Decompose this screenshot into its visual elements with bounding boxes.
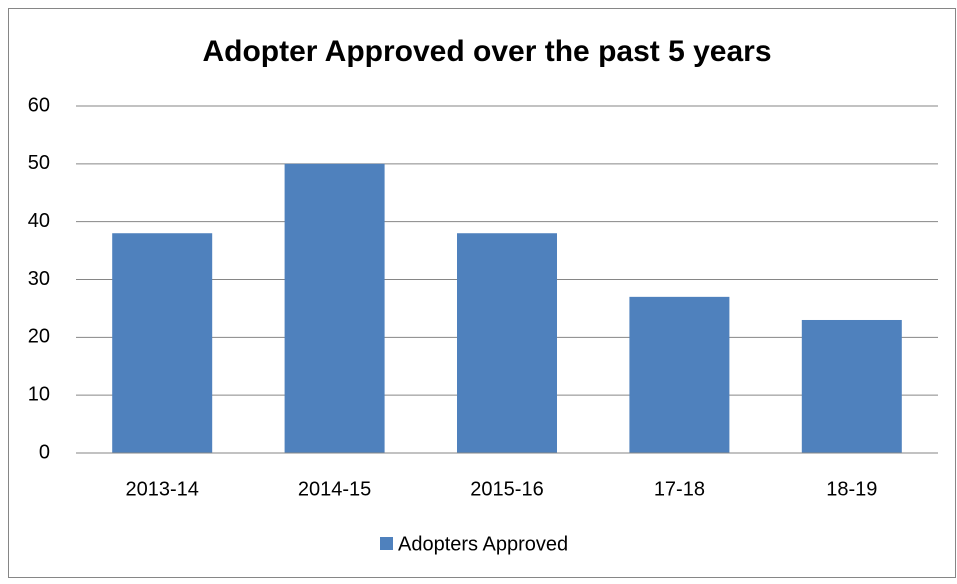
y-tick-label: 20 — [28, 326, 50, 348]
y-tick-label: 30 — [28, 268, 50, 290]
x-tick-label: 17-18 — [654, 478, 705, 500]
bar — [112, 233, 213, 453]
y-tick-label: 0 — [39, 441, 50, 463]
y-tick-label: 60 — [28, 94, 50, 116]
x-tick-label: 2013-14 — [125, 478, 198, 500]
x-tick-label: 2014-15 — [298, 478, 371, 500]
legend-label: Adopters Approved — [398, 533, 568, 555]
legend-swatch — [380, 537, 393, 550]
x-tick-label: 2015-16 — [470, 478, 543, 500]
y-tick-label: 50 — [28, 152, 50, 174]
bar — [284, 163, 385, 454]
x-tick-label: 18-19 — [826, 478, 877, 500]
bar — [801, 319, 902, 453]
bar — [629, 296, 730, 453]
chart-title: Adopter Approved over the past 5 years — [202, 35, 771, 68]
bar — [457, 233, 557, 453]
y-tick-label: 10 — [28, 383, 50, 405]
y-tick-label: 40 — [28, 210, 50, 232]
